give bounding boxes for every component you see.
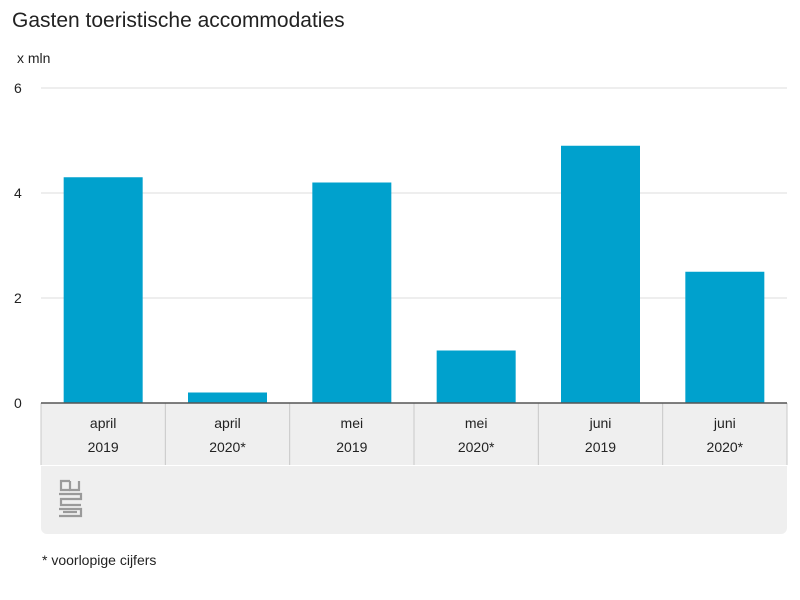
bar xyxy=(685,271,765,403)
bar-chart: 0 2 4 6 april 2019 april 2020* mei 2019 mei 2020* ju… xyxy=(14,80,788,465)
bar xyxy=(561,145,640,403)
x-tick-label: 2020* xyxy=(707,439,744,455)
y-tick-label: 4 xyxy=(14,185,22,201)
footnote: * voorlopige cijfers xyxy=(42,552,157,568)
bar xyxy=(63,177,143,403)
y-tick-label: 0 xyxy=(14,395,22,411)
y-tick-label: 2 xyxy=(14,290,22,306)
x-tick-label: 2020* xyxy=(209,439,246,455)
x-tick-label: 2020* xyxy=(458,439,495,455)
x-tick-label: 2019 xyxy=(585,439,616,455)
y-axis-unit-label: x mln xyxy=(17,50,51,66)
x-tick-label: april xyxy=(214,415,240,431)
logo-band xyxy=(41,466,787,534)
bar xyxy=(188,392,267,403)
x-tick-label: mei xyxy=(465,415,488,431)
x-tick-label: juni xyxy=(713,415,736,431)
y-tick-label: 6 xyxy=(14,80,22,96)
x-tick-label: april xyxy=(90,415,116,431)
x-tick-label: 2019 xyxy=(88,439,119,455)
bar xyxy=(436,350,516,403)
x-tick-label: juni xyxy=(589,415,612,431)
chart-title: Gasten toeristische accommodaties xyxy=(12,9,345,32)
cbs-logo-icon xyxy=(59,479,83,518)
x-tick-label: 2019 xyxy=(336,439,367,455)
x-tick-label: mei xyxy=(341,415,364,431)
bar xyxy=(312,182,392,403)
